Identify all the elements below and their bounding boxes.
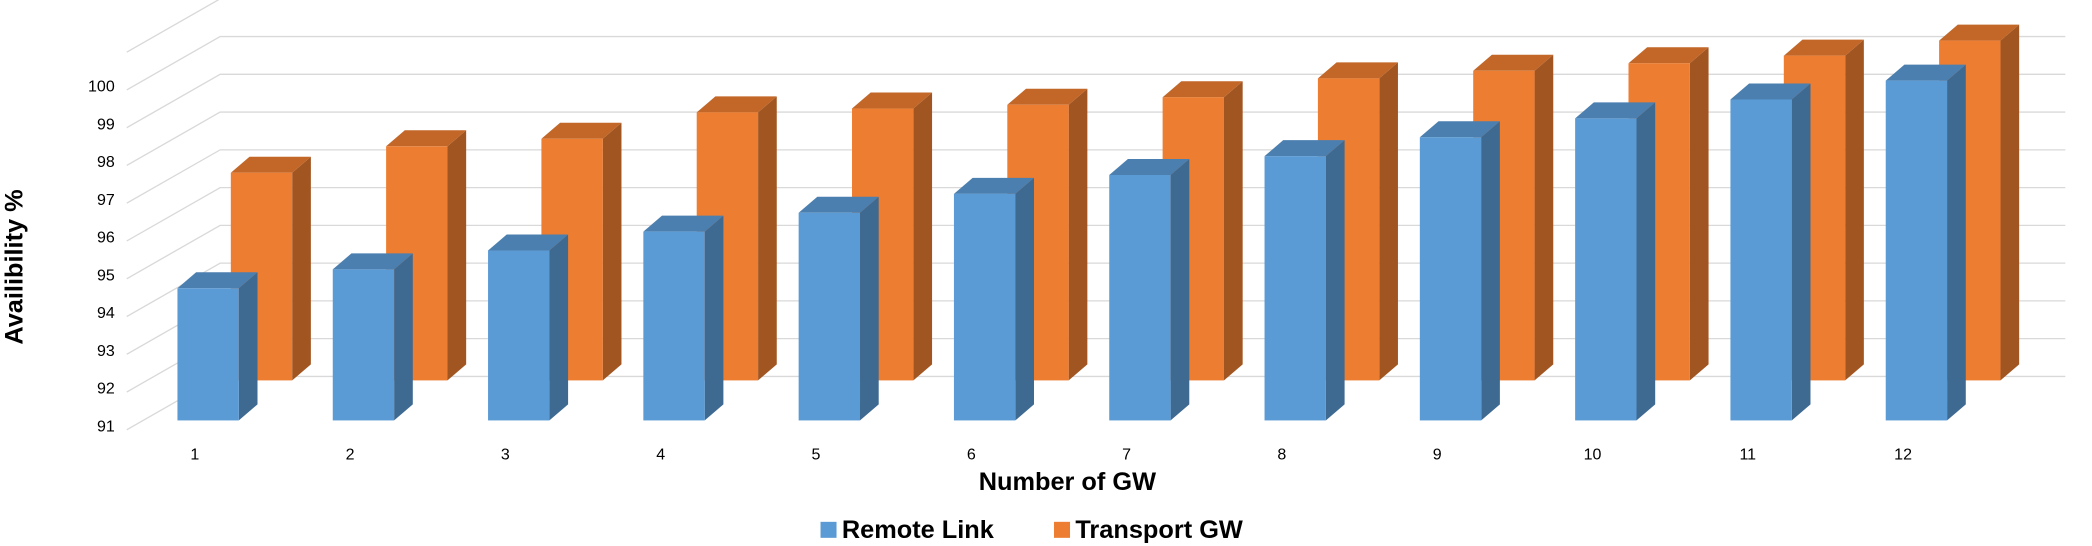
y-tick-label: 94 [97,305,115,322]
bar-side [1689,47,1709,381]
bar-top [1007,88,1088,105]
bar-top [953,177,1034,194]
x-tick-label: 10 [1584,446,1602,463]
bar-top [696,96,777,113]
bar [177,288,239,421]
bar-top [177,272,258,289]
bar-side [1947,64,1966,421]
bar [953,193,1016,421]
y-tick-label: 99 [97,116,115,133]
bar-side [1325,140,1345,421]
bar [798,212,861,421]
y-tick-label: 100 [88,79,115,96]
bar [643,231,705,421]
x-tick-label: 6 [967,446,976,463]
x-axis-title: Number of GW [979,468,1156,496]
x-tick-label: 7 [1122,446,1131,463]
bar [1575,118,1637,421]
bar-side [1223,81,1243,381]
bar [332,269,395,421]
bar-side [1379,62,1398,381]
legend-label: Remote Link [842,516,995,544]
bar [1109,175,1171,421]
grid-line [126,0,220,53]
bar-side [758,96,777,381]
bar-side [549,234,569,421]
bar [1885,80,1948,421]
bar-side [1791,83,1811,421]
bar-side [913,92,933,381]
x-tick-label: 12 [1894,446,1912,463]
bar-top [230,156,311,173]
bar-top [332,253,413,270]
x-tick-label: 5 [812,446,821,463]
bar-top [852,92,933,109]
bar-side [2000,24,2020,381]
bar-top [1419,121,1500,138]
bar-side [1845,39,1864,381]
bar-side [1170,158,1190,421]
bar-side [447,130,467,381]
grid-line [126,35,2066,91]
bar-side [238,272,258,421]
bar-side [1068,88,1088,381]
bar [1419,137,1482,421]
y-tick-label: 95 [97,267,115,284]
x-tick-label: 8 [1277,446,1286,463]
bar-side [1481,121,1500,421]
bar-side [704,215,724,421]
x-tick-label: 1 [190,446,199,463]
y-tick-label: 97 [97,192,115,209]
legend-label: Transport GW [1075,516,1243,544]
legend-swatch [820,521,837,538]
bar-top [643,215,724,232]
bar-top [488,234,569,251]
y-tick-label: 98 [97,154,115,171]
y-axis-title: Availibility % [1,189,29,344]
x-tick-label: 4 [656,446,665,463]
y-tick-label: 92 [97,381,115,398]
bar-side [1636,102,1656,421]
bar-top [1162,81,1243,98]
bar-side [1534,54,1554,381]
x-tick-label: 11 [1739,446,1756,463]
bar-top [1628,47,1709,64]
bar-top [1264,140,1345,157]
x-tick-label: 2 [346,446,355,463]
x-tick-label: 3 [501,446,510,463]
bar [1264,156,1326,421]
bar-side [860,196,879,421]
bar-top [1109,158,1190,176]
bar-side [602,122,622,381]
bar-side [292,156,311,381]
grid-line [126,73,2066,129]
legend-swatch [1054,521,1071,538]
bar-top [1885,64,1966,81]
bar-top [1575,102,1656,119]
bar [1730,99,1792,421]
x-tick-label: 9 [1433,446,1442,463]
y-tick-label: 91 [97,418,115,435]
bar-top [1783,39,1864,56]
y-tick-label: 96 [97,230,115,247]
bar-side [1015,177,1034,421]
bar-side [394,253,413,421]
bar-top [386,130,467,147]
grid-line [126,111,2066,167]
bar-top [1473,54,1554,71]
bar-top [541,122,622,139]
bar-top [1317,62,1398,79]
y-tick-label: 93 [97,343,115,360]
bar [488,250,550,421]
bar-top [1730,83,1811,100]
bar-top [798,196,879,213]
bar-top [1939,24,2020,41]
